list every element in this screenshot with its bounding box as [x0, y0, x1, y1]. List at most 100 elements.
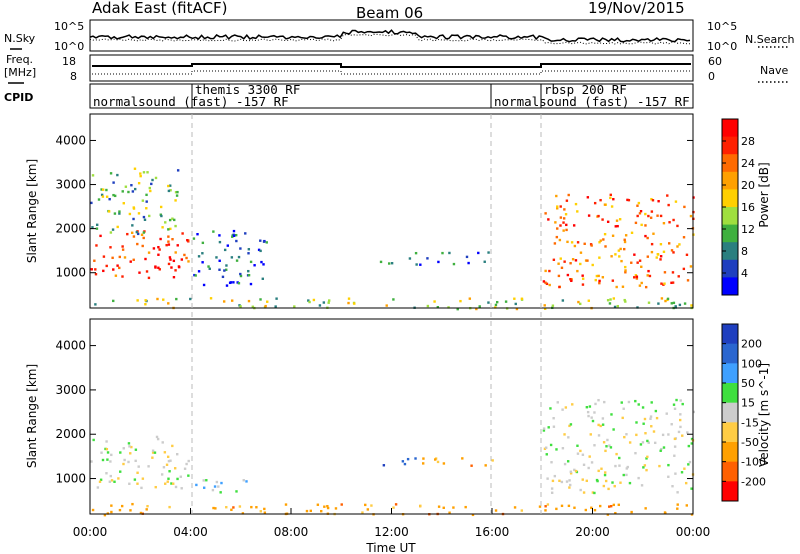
data-cell	[244, 232, 247, 235]
data-cell	[173, 467, 177, 470]
data-cell	[172, 259, 176, 263]
data-cell	[562, 221, 565, 224]
data-cell	[419, 263, 422, 266]
data-cell	[132, 207, 136, 210]
data-cell	[109, 460, 112, 463]
data-cell	[167, 240, 170, 243]
data-cell	[625, 467, 629, 470]
colorbar-tick-label: 50	[741, 377, 755, 390]
data-cell	[142, 171, 146, 174]
data-cell	[144, 303, 147, 306]
data-cell	[606, 513, 610, 516]
nave-trace	[92, 70, 691, 75]
colorbar-swatch	[722, 383, 738, 404]
data-cell	[130, 184, 133, 187]
data-cell	[605, 445, 608, 448]
data-cell	[436, 460, 440, 464]
data-cell	[666, 297, 670, 301]
data-cell	[223, 269, 226, 272]
data-cell	[593, 444, 596, 447]
data-cell	[166, 480, 169, 483]
data-cell	[627, 400, 631, 404]
data-cell	[644, 234, 647, 238]
data-cell	[567, 193, 570, 197]
data-cell	[433, 300, 436, 303]
data-cell	[364, 503, 367, 507]
data-cell	[232, 234, 236, 237]
data-cell	[689, 214, 693, 218]
data-cell	[634, 451, 637, 455]
colorbar-swatch	[722, 259, 738, 278]
data-cell	[624, 269, 627, 272]
data-cell	[676, 503, 679, 506]
data-cell	[169, 459, 172, 462]
data-cell	[168, 218, 172, 222]
velocity-panel-frame	[89, 318, 694, 515]
data-cell	[197, 255, 201, 258]
data-cell	[644, 507, 647, 510]
data-cell	[663, 271, 667, 274]
data-cell	[681, 402, 684, 406]
data-cell	[577, 300, 580, 304]
colorbar-tick-label: -100	[741, 456, 766, 469]
data-cell	[573, 506, 576, 509]
data-cell	[560, 266, 564, 270]
data-cell	[570, 241, 574, 244]
data-cell	[612, 297, 616, 300]
data-cell	[545, 282, 549, 286]
data-cell	[146, 171, 149, 174]
cpid-label: CPID	[4, 91, 33, 104]
cpid-panel: normalsound (fast) -157 RF themis 3300 R…	[89, 82, 694, 109]
data-cell	[262, 240, 266, 243]
data-cell	[235, 490, 238, 493]
data-cell	[639, 209, 643, 213]
data-cell	[171, 217, 174, 220]
data-cell	[262, 263, 265, 266]
data-cell	[685, 253, 689, 257]
data-cell	[599, 424, 602, 428]
data-cell	[247, 299, 251, 303]
y-tick-label: 4000	[55, 133, 86, 147]
data-cell	[162, 466, 166, 469]
cpid-segment-3: normalsound (fast) -157 RF	[494, 94, 690, 109]
data-cell	[643, 417, 647, 421]
data-cell	[136, 299, 139, 302]
data-cell	[167, 189, 171, 193]
y-tick-label: 1000	[55, 472, 86, 486]
data-cell	[99, 234, 102, 238]
data-cell	[586, 259, 589, 262]
data-cell	[247, 252, 250, 255]
data-cell	[242, 479, 245, 482]
data-cell	[447, 306, 450, 309]
data-cell	[612, 503, 616, 507]
data-cell	[574, 259, 578, 262]
freq-panel-frame	[89, 54, 694, 82]
data-cell	[170, 266, 173, 269]
data-cell	[597, 469, 600, 473]
data-cell	[620, 259, 623, 263]
data-cell	[239, 247, 242, 250]
data-cell	[650, 210, 654, 213]
data-cell	[230, 508, 233, 512]
data-cell	[591, 263, 594, 267]
data-cell	[604, 479, 608, 483]
data-cell	[172, 482, 175, 485]
data-cell	[259, 239, 262, 242]
velocity-colorbar-label: Velocity [m s^-1]	[757, 363, 771, 467]
data-cell	[559, 257, 562, 260]
data-cell	[581, 283, 585, 286]
data-cell	[211, 488, 215, 492]
data-cell	[123, 256, 127, 259]
data-cell	[263, 306, 267, 309]
data-cell	[638, 284, 642, 287]
data-cell	[687, 463, 690, 466]
data-cell	[387, 262, 391, 265]
data-cell	[235, 239, 238, 243]
velocity-y-ticks: 1000 2000 3000 4000	[55, 339, 693, 486]
data-cell	[235, 259, 239, 262]
data-cell	[667, 463, 670, 467]
data-cell	[612, 197, 615, 201]
data-cell	[579, 302, 582, 306]
data-cell	[151, 178, 154, 182]
data-cell	[504, 300, 508, 303]
